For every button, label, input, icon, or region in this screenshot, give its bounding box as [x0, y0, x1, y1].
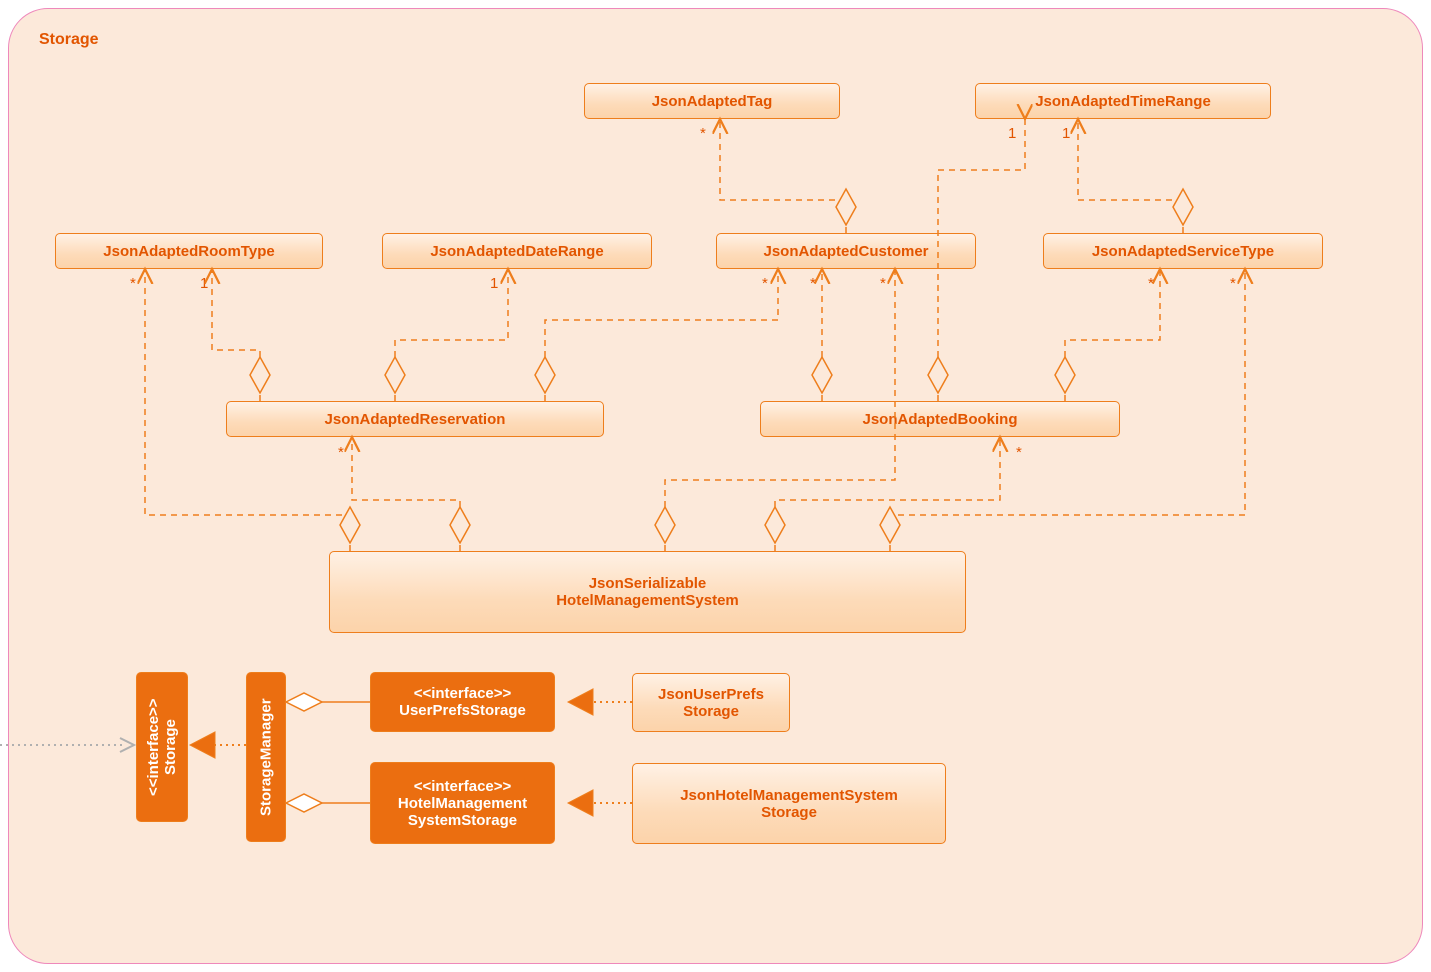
node-serial: JsonSerializable HotelManagementSystem: [329, 551, 966, 633]
node-jup: JsonUserPrefs Storage: [632, 673, 790, 732]
lbl2: HotelManagementSystem: [556, 592, 739, 609]
node-reservation: JsonAdaptedReservation: [226, 401, 604, 437]
mult: 1: [1008, 125, 1016, 142]
lbl: JsonAdaptedRoomType: [103, 243, 274, 260]
lbl1: JsonSerializable: [589, 575, 707, 592]
lbl: JsonAdaptedServiceType: [1092, 243, 1274, 260]
mult: *: [810, 275, 816, 292]
lbl: JsonAdaptedBooking: [862, 411, 1017, 428]
node-hms-if: <<interface>> HotelManagement SystemStor…: [370, 762, 555, 844]
node-storage-if: <<interface>> Storage: [136, 672, 188, 822]
mult: *: [338, 444, 344, 461]
stereo: <<interface>>: [414, 778, 512, 795]
node-booking: JsonAdaptedBooking: [760, 401, 1120, 437]
lbl2: Storage: [761, 804, 817, 821]
mult: 1: [200, 275, 208, 292]
mult: *: [700, 125, 706, 142]
node-time: JsonAdaptedTimeRange: [975, 83, 1271, 119]
stereo: <<interface>>: [414, 685, 512, 702]
stereo: <<interface>>: [145, 698, 162, 796]
lbl1: JsonUserPrefs: [658, 686, 764, 703]
mult: *: [762, 275, 768, 292]
mult: *: [1230, 275, 1236, 292]
mult: *: [1016, 444, 1022, 461]
node-tag-label: JsonAdaptedTag: [652, 93, 773, 110]
package-title: Storage: [39, 31, 99, 49]
lbl: StorageManager: [258, 698, 275, 816]
node-time-label: JsonAdaptedTimeRange: [1035, 93, 1211, 110]
lbl1: JsonHotelManagementSystem: [680, 787, 898, 804]
mult: 1: [490, 275, 498, 292]
lbl: JsonAdaptedReservation: [325, 411, 506, 428]
lbl: JsonAdaptedCustomer: [763, 243, 928, 260]
lbl2: Storage: [683, 703, 739, 720]
node-jhms: JsonHotelManagementSystem Storage: [632, 763, 946, 844]
node-servtype: JsonAdaptedServiceType: [1043, 233, 1323, 269]
node-tag: JsonAdaptedTag: [584, 83, 840, 119]
node-mgr: StorageManager: [246, 672, 286, 842]
lbl: UserPrefsStorage: [399, 702, 526, 719]
node-customer: JsonAdaptedCustomer: [716, 233, 976, 269]
mult: *: [1148, 275, 1154, 292]
node-up-if: <<interface>> UserPrefsStorage: [370, 672, 555, 732]
mult: 1: [1062, 125, 1070, 142]
node-roomtype: JsonAdaptedRoomType: [55, 233, 323, 269]
lbl2: SystemStorage: [408, 812, 517, 829]
mult: *: [880, 275, 886, 292]
node-daterange: JsonAdaptedDateRange: [382, 233, 652, 269]
lbl1: HotelManagement: [398, 795, 527, 812]
lbl: Storage: [162, 719, 179, 775]
mult: *: [130, 275, 136, 292]
lbl: JsonAdaptedDateRange: [430, 243, 603, 260]
